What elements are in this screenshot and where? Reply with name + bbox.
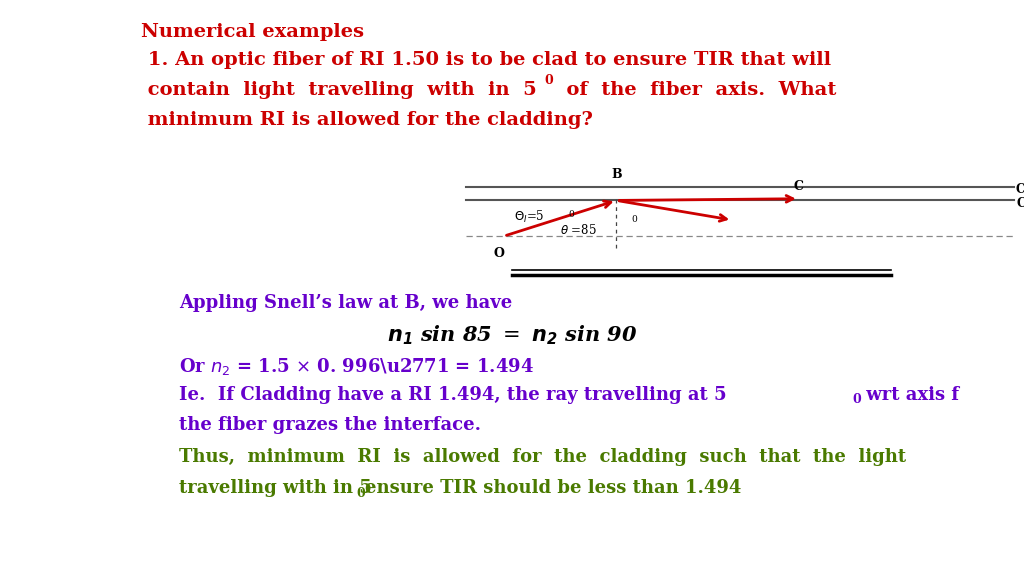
Text: $\theta$ =85: $\theta$ =85 <box>560 223 597 237</box>
Text: Thus,  minimum  RI  is  allowed  for  the  cladding  such  that  the  light: Thus, minimum RI is allowed for the clad… <box>179 448 906 466</box>
Text: C: C <box>794 180 804 193</box>
Text: Ie.  If Cladding have a RI 1.494, the ray travelling at 5: Ie. If Cladding have a RI 1.494, the ray… <box>179 386 727 404</box>
Text: Core $n_1$: Core $n_1$ <box>1016 196 1024 212</box>
Text: O: O <box>494 247 504 260</box>
Text: ensure TIR should be less than 1.494: ensure TIR should be less than 1.494 <box>365 479 741 497</box>
Text: 0: 0 <box>568 210 574 219</box>
Text: B: B <box>611 168 622 181</box>
Text: wrt axis f: wrt axis f <box>860 386 959 404</box>
Text: contain  light  travelling  with  in  5: contain light travelling with in 5 <box>141 81 537 98</box>
Text: minimum RI is allowed for the cladding?: minimum RI is allowed for the cladding? <box>141 111 593 128</box>
Text: travelling with in 5: travelling with in 5 <box>179 479 372 497</box>
Text: 0: 0 <box>356 487 366 500</box>
Text: $\Theta_I$=5: $\Theta_I$=5 <box>514 209 545 225</box>
Text: 0: 0 <box>632 215 638 224</box>
Text: Or $n_2$ = 1.5 $\times$ 0. 996\u2771 = 1.494: Or $n_2$ = 1.5 $\times$ 0. 996\u2771 = 1… <box>179 356 535 377</box>
Text: $\bfit{n_1}$ sin 85 $=$ $\bfit{n_2}$ sin 90: $\bfit{n_1}$ sin 85 $=$ $\bfit{n_2}$ sin… <box>387 324 637 347</box>
Text: Appling Snell’s law at B, we have: Appling Snell’s law at B, we have <box>179 294 512 312</box>
Text: of  the  fiber  axis.  What: of the fiber axis. What <box>553 81 837 98</box>
Text: Numerical examples: Numerical examples <box>141 23 365 41</box>
Text: Cladding: Cladding <box>1016 183 1024 196</box>
Text: 0: 0 <box>852 393 861 407</box>
Text: the fiber grazes the interface.: the fiber grazes the interface. <box>179 416 481 434</box>
Text: 1. An optic fiber of RI 1.50 is to be clad to ensure TIR that will: 1. An optic fiber of RI 1.50 is to be cl… <box>141 51 831 69</box>
Text: 0: 0 <box>545 74 554 87</box>
